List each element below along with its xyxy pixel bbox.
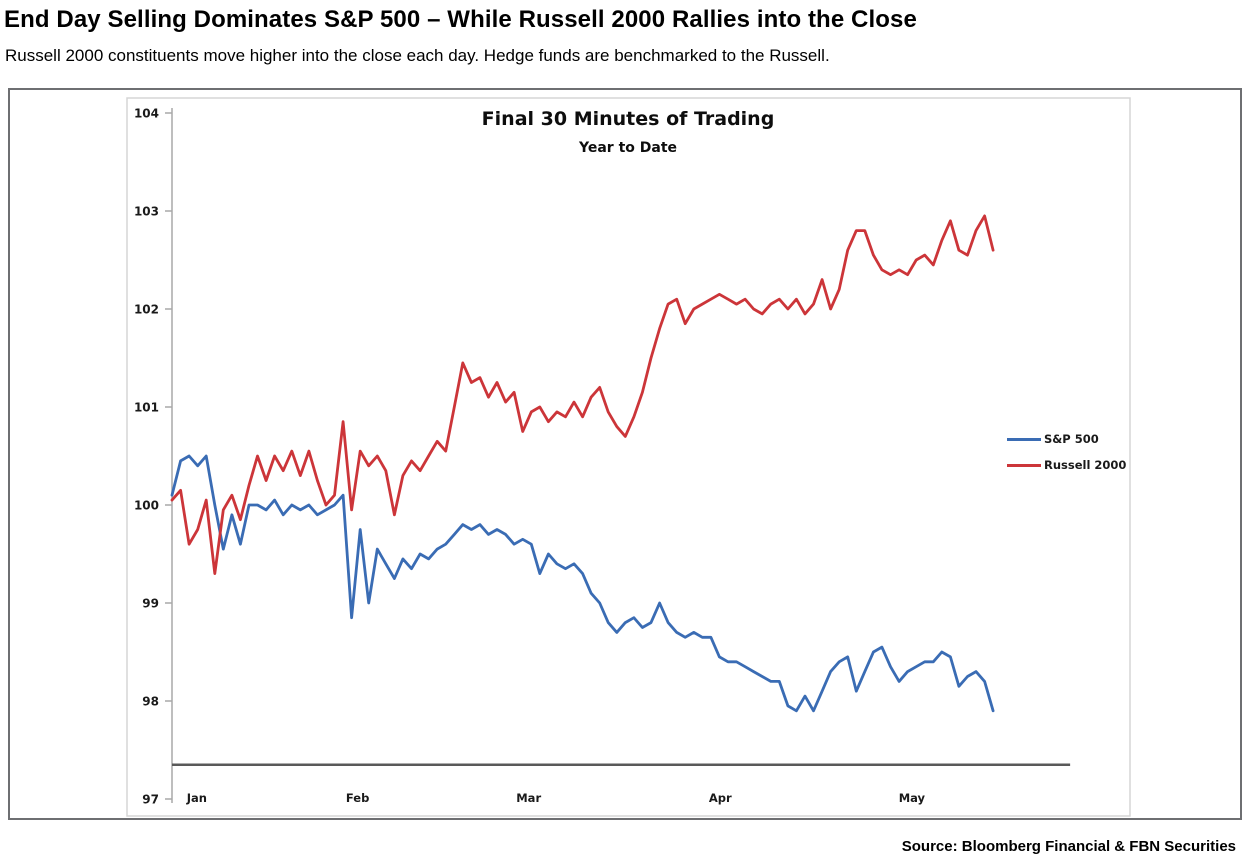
- y-tick-label: 102: [134, 303, 159, 317]
- y-tick-label: 101: [134, 401, 159, 415]
- plot-area-frame: [126, 97, 1131, 817]
- page-subheadline: Russell 2000 constituents move higher in…: [5, 46, 830, 65]
- x-tick-label-jan: Jan: [186, 791, 207, 805]
- x-tick-label-apr: Apr: [709, 791, 732, 805]
- series-line-russell2000: [170, 214, 995, 576]
- y-tick-label: 98: [142, 695, 159, 709]
- legend-item-russell2000: Russell 2000: [1007, 458, 1126, 472]
- y-tick-label: 99: [142, 597, 159, 611]
- y-tick-label: 104: [134, 107, 159, 121]
- series-line-sp500: [170, 454, 995, 713]
- x-tick-label-mar: Mar: [516, 791, 541, 805]
- source-credit: Source: Bloomberg Financial & FBN Securi…: [901, 838, 1236, 855]
- y-tick-label: 103: [134, 205, 159, 219]
- x-tick-label-may: May: [899, 791, 926, 805]
- y-tick-label: 100: [134, 499, 159, 513]
- russell2000-line-swatch: [1007, 463, 1041, 467]
- chart-container: 104 103 102 101 100 99 98 97 Jan Feb Mar Apr May Fin…: [8, 88, 1242, 820]
- page-headline: End Day Selling Dominates S&P 500 – Whil…: [4, 6, 917, 33]
- legend-item-sp500: S&P 500: [1007, 432, 1126, 446]
- y-tick-label: 97: [142, 793, 159, 807]
- legend-label-sp500: S&P 500: [1044, 432, 1099, 446]
- plot-svg: 104 103 102 101 100 99 98 97 Jan Feb Mar Apr May: [126, 97, 1131, 817]
- sp500-line-swatch: [1007, 437, 1041, 441]
- x-tick-label-feb: Feb: [346, 791, 369, 805]
- legend-label-russell2000: Russell 2000: [1044, 458, 1127, 472]
- chart-subtitle: Year to Date: [578, 140, 678, 156]
- chart-title: Final 30 Minutes of Trading: [481, 108, 775, 130]
- legend: S&P 500 Russell 2000: [1007, 432, 1126, 472]
